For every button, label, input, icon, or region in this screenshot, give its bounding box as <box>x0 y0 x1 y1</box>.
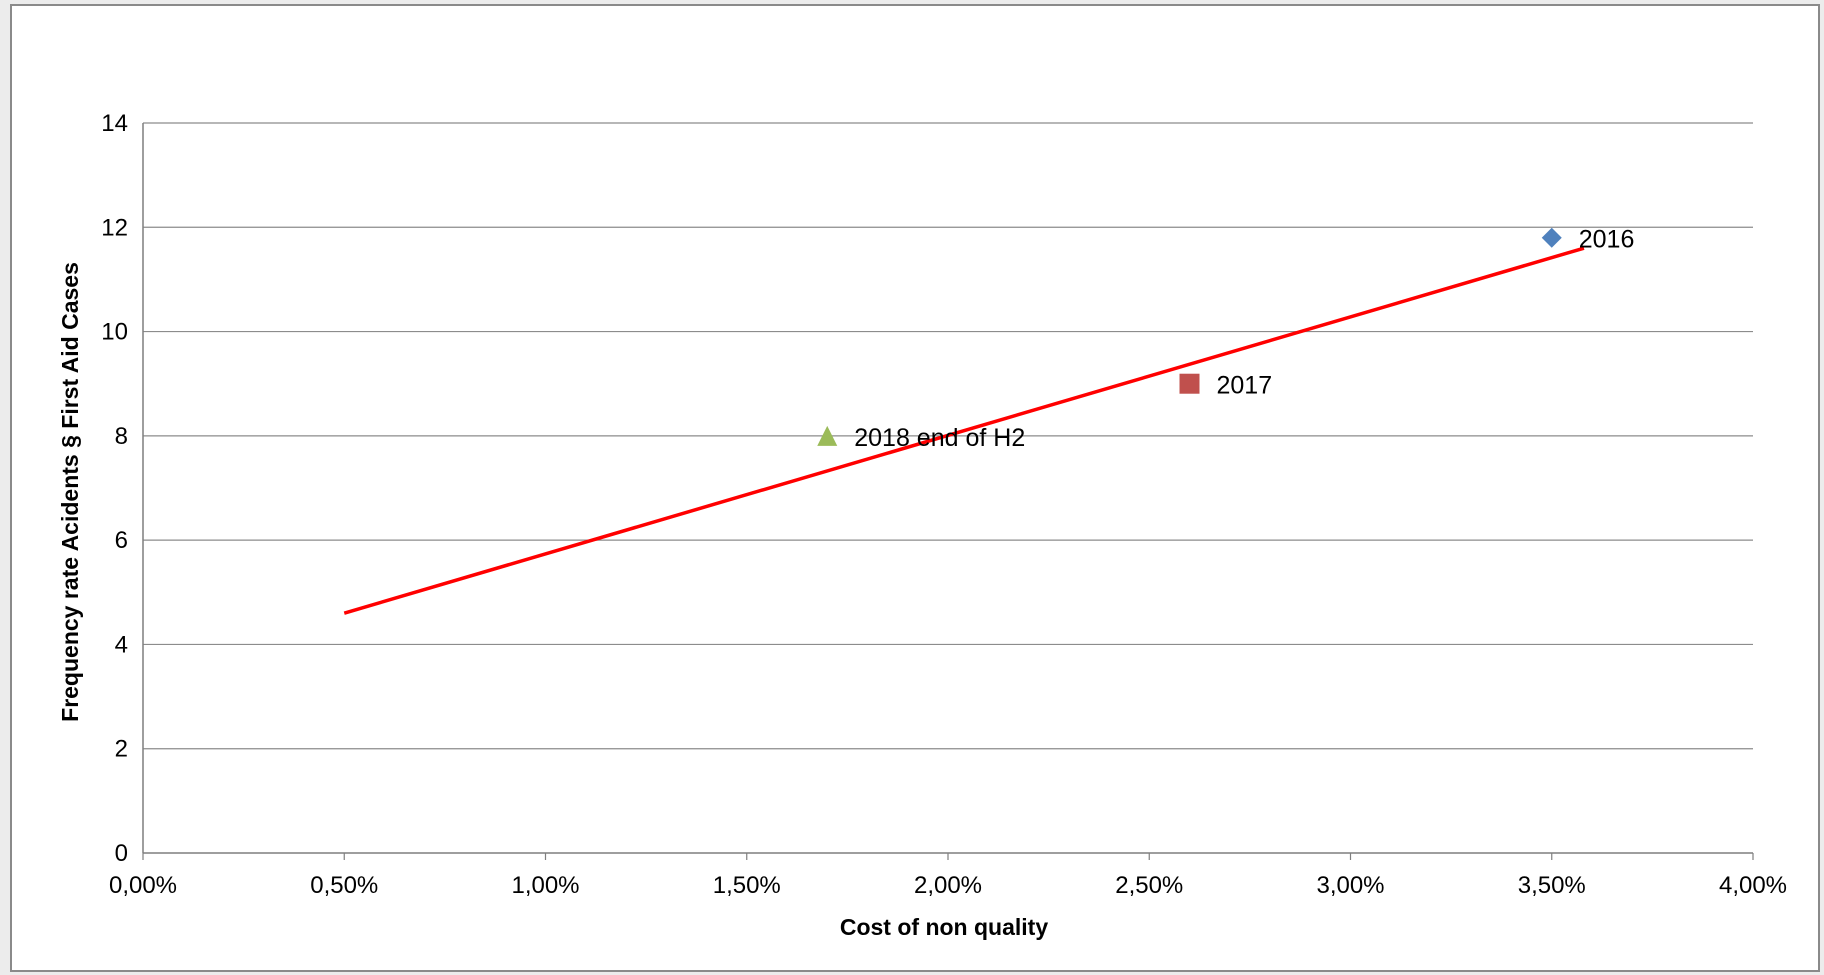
trendline <box>343 246 1585 615</box>
x-tick-labels: 0,00% 0,50% 1,00% 1,50% 2,00% 2,50% 3,00% 3,50%… <box>109 872 1787 899</box>
y-tick-label: 2 <box>115 736 128 763</box>
y-tick-label: 0 <box>115 840 128 867</box>
data-point-2016-diamond <box>1541 227 1562 248</box>
y-tick-label: 14 <box>101 110 128 137</box>
x-tick-label: 2,50% <box>1115 872 1183 899</box>
data-point-2017-square <box>1179 373 1200 394</box>
data-point-2018-triangle <box>817 425 838 446</box>
x-tick-label: 1,00% <box>511 872 579 899</box>
gridlines <box>143 122 1753 750</box>
y-tick-label: 8 <box>115 423 128 450</box>
x-tick-label: 0,00% <box>109 872 177 899</box>
y-axis-title: Frequency rate Acidents § First Aid Case… <box>57 262 83 722</box>
data-label: 2016 <box>1579 226 1635 254</box>
y-tick-label: 12 <box>101 214 128 241</box>
scatter-chart: 0 2 4 6 8 10 12 14 0,00% 0,50% 1,00% 1,50% 2,00% 2,5… <box>57 110 1787 940</box>
data-points: 2016 2017 2018 end of H2 <box>817 226 1634 452</box>
x-tick-label: 2,00% <box>914 872 982 899</box>
axes <box>142 123 1754 860</box>
y-tick-label: 10 <box>101 319 128 346</box>
data-label: 2018 end of H2 <box>854 424 1025 452</box>
x-axis-title: Cost of non quality <box>840 914 1048 940</box>
x-tick-label: 1,50% <box>713 872 781 899</box>
data-label: 2017 <box>1217 372 1273 400</box>
chart-frame: 0 2 4 6 8 10 12 14 0,00% 0,50% 1,00% 1,50% 2,00% 2,5… <box>10 4 1820 972</box>
x-tick-label: 4,00% <box>1719 872 1787 899</box>
y-tick-label: 6 <box>115 527 128 554</box>
x-tick-label: 3,50% <box>1518 872 1586 899</box>
x-tick-label: 0,50% <box>310 872 378 899</box>
y-tick-label: 4 <box>115 631 128 658</box>
trendline-group <box>343 246 1585 615</box>
x-tick-label: 3,00% <box>1316 872 1384 899</box>
y-tick-labels: 0 2 4 6 8 10 12 14 <box>101 110 128 867</box>
